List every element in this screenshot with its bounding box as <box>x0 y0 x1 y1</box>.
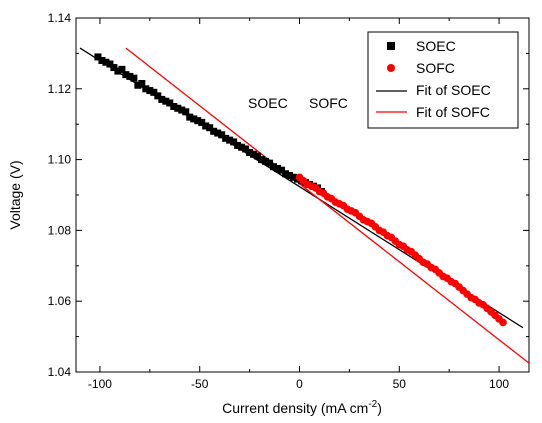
y-tick-labels: 1.04 1.06 1.08 1.10 1.12 1.14 <box>48 11 72 379</box>
legend-label-fit-soec: Fit of SOEC <box>416 82 491 98</box>
y-tick-label: 1.04 <box>48 365 72 379</box>
y-tick-label: 1.14 <box>48 11 72 25</box>
x-axis-title-end: ) <box>377 400 382 416</box>
annotation-soec: SOEC <box>248 95 288 111</box>
annotation-sofc: SOFC <box>309 95 348 111</box>
x-tick-label: -100 <box>88 377 112 391</box>
legend-marker-sofc <box>387 64 395 72</box>
x-tick-label: -50 <box>191 377 209 391</box>
x-tick-label: 100 <box>489 377 509 391</box>
y-axis-title: Voltage (V) <box>7 160 23 229</box>
legend-marker-soec <box>387 42 395 50</box>
x-tick-label: 50 <box>393 377 407 391</box>
legend: SOEC SOFC Fit of SOEC Fit of SOFC <box>368 32 518 128</box>
legend-label-soec: SOEC <box>416 38 456 54</box>
y-tick-label: 1.12 <box>48 82 72 96</box>
legend-label-sofc: SOFC <box>416 60 455 76</box>
data-point-sofc <box>499 319 507 327</box>
y-tick-label: 1.06 <box>48 294 72 308</box>
x-tick-label: 0 <box>296 377 303 391</box>
x-axis-title-main: Current density (mA cm <box>222 400 368 416</box>
y-tick-label: 1.08 <box>48 223 72 237</box>
data-point-soec <box>130 75 137 82</box>
y-tick-label: 1.10 <box>48 153 72 167</box>
x-axis-title: Current density (mA cm-2) <box>222 399 382 416</box>
x-tick-labels: -100 -50 0 50 100 <box>88 377 509 391</box>
legend-label-fit-sofc: Fit of SOFC <box>416 104 490 120</box>
